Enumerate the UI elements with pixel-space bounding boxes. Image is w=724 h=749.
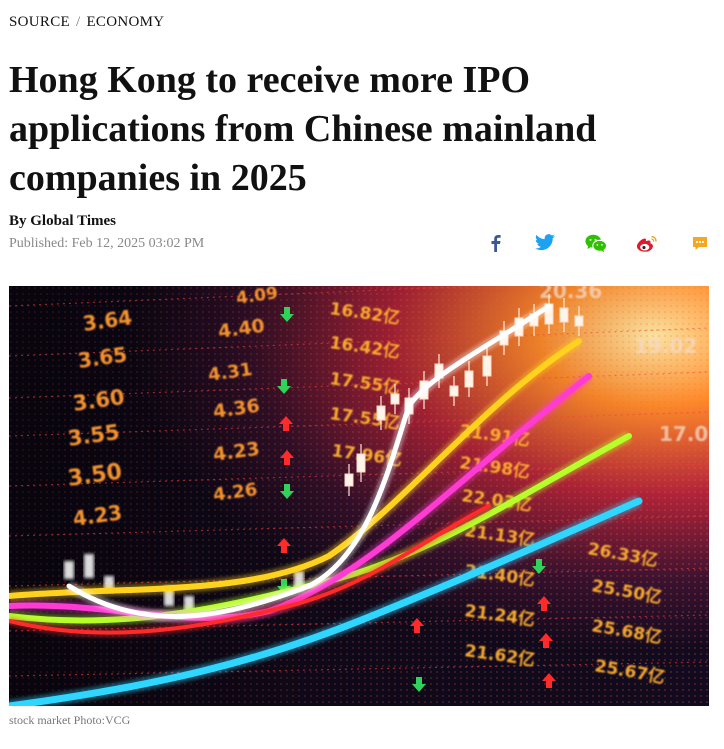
candle-body (376, 405, 386, 421)
arrow-down-icon (412, 677, 426, 692)
trend-line (9, 338, 582, 599)
candle-body (559, 307, 569, 323)
image-caption: stock market Photo:VCG (9, 713, 131, 727)
candle-body (164, 586, 174, 606)
board-value: 19.02 (634, 334, 697, 358)
board-gridline (9, 327, 709, 357)
share-weibo-button[interactable] (634, 231, 660, 255)
arrow-down-icon (532, 559, 546, 574)
candle-body (104, 576, 114, 592)
arrow-up-icon (537, 596, 551, 611)
candle-body (84, 554, 94, 578)
breadcrumb-section-link[interactable]: ECONOMY (86, 14, 165, 30)
candle-body (390, 393, 400, 405)
board-gridline (9, 614, 709, 632)
arrow-down-icon (280, 307, 294, 322)
twitter-icon (535, 234, 555, 251)
trend-line (9, 497, 643, 706)
arrow-up-icon (279, 416, 293, 431)
candle-body (356, 453, 366, 473)
arrow-down-icon (277, 379, 291, 394)
breadcrumb: SOURCE / ECONOMY (9, 14, 164, 31)
candle-body (294, 571, 304, 591)
comment-icon (693, 236, 707, 250)
candle-body (449, 385, 459, 397)
board-gridline (9, 567, 709, 587)
wechat-icon (585, 234, 607, 252)
board-value: 20.36 (539, 286, 602, 303)
candle-body (464, 370, 474, 388)
share-bar (478, 231, 718, 255)
facebook-icon (491, 235, 501, 252)
breadcrumb-source-link[interactable]: SOURCE (9, 14, 70, 30)
share-facebook-button[interactable] (482, 231, 508, 255)
stock-board-illustration: 4.093.64 4.403.65 4.313.60 4.363.554.233.50… (9, 286, 709, 706)
board-value: 17.0 (659, 422, 708, 446)
share-twitter-button[interactable] (532, 231, 558, 255)
arrow-up-icon (542, 673, 556, 688)
breadcrumb-separator: / (75, 14, 81, 30)
candle-body (344, 473, 354, 487)
board-gridline (9, 411, 709, 437)
comment-button[interactable] (687, 231, 713, 255)
arrow-up-icon (539, 633, 553, 648)
share-wechat-button[interactable] (583, 231, 609, 255)
trend-line (66, 303, 552, 619)
candle-body (64, 561, 74, 579)
arrow-up-icon (410, 618, 424, 633)
weibo-icon (636, 235, 657, 252)
article-byline: By Global Times (9, 213, 116, 229)
board-gridline (9, 463, 709, 487)
article-title: Hong Kong to receive more IPO applicatio… (9, 59, 597, 199)
candle-body (574, 315, 584, 327)
arrow-up-icon (277, 538, 291, 553)
stock-market-photo: 4.09 3.64 4.40 3.65 4.31 3.60 4.36 3.55 4.23 3.50… (9, 286, 709, 706)
board-gridline (9, 661, 709, 677)
arrow-down-icon (280, 484, 294, 499)
board-gridline (9, 371, 709, 399)
trend-line (9, 504, 491, 635)
arrow-up-icon (280, 450, 294, 465)
board-value: 4.09 (235, 286, 279, 309)
candle-body (482, 355, 492, 377)
candle-body (184, 596, 194, 614)
article-published-date: Published: Feb 12, 2025 03:02 PM (9, 236, 205, 251)
